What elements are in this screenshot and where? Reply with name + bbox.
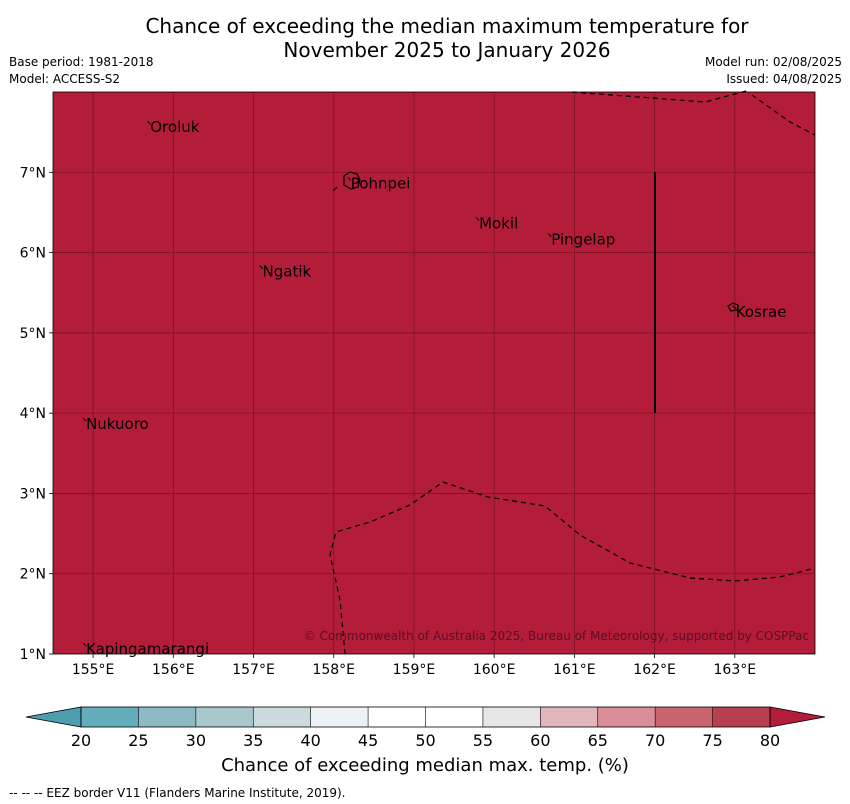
colorbar-segment (425, 707, 483, 727)
colorbar-segment (368, 707, 426, 727)
place-marker (732, 305, 737, 310)
graticule (53, 92, 815, 654)
meta-left: Base period: 1981-2018 Model: ACCESS-S2 (9, 54, 154, 88)
colorbar-segment (482, 707, 541, 727)
colorbar-tick-label: 50 (415, 731, 435, 750)
place-label-nukuoro: Nukuoro (86, 415, 149, 433)
latitude-ticks: 1°N 2°N 3°N 4°N 5°N 6°N 7°N (20, 165, 53, 663)
colorbar-tick-label: 35 (243, 731, 263, 750)
place-label-kosrae: Kosrae (736, 303, 787, 321)
colorbar-label: Chance of exceeding median max. temp. (%… (221, 755, 629, 776)
eez-border-northeast (751, 94, 816, 136)
colorbar-tick-label: 55 (473, 731, 493, 750)
colorbar-segment (597, 707, 656, 727)
pohnpei-outline (343, 171, 361, 190)
map-frame (52, 91, 816, 655)
lon-tick-label: 162°E (633, 662, 676, 678)
place-marker (547, 233, 552, 237)
issued-date: Issued: 04/08/2025 (726, 72, 842, 86)
colorbar-tick-label: 45 (358, 731, 378, 750)
place-marker (82, 642, 87, 647)
copyright-notice: © Commonwealth of Australia 2025, Bureau… (304, 629, 809, 643)
colorbar-segment (253, 707, 311, 727)
lat-tick-label: 1°N (20, 647, 46, 663)
lon-tick-label: 163°E (714, 662, 757, 678)
lat-tick-label: 6°N (20, 246, 46, 262)
place-marker (347, 176, 352, 181)
eez-border-north (571, 89, 751, 103)
lat-tick-label: 4°N (20, 406, 46, 422)
colorbar-segment (540, 707, 598, 727)
colorbar-segment (195, 707, 254, 727)
colorbar-tick-label: 65 (588, 731, 608, 750)
model-run: Model run: 02/08/2025 (704, 55, 842, 69)
lon-tick-label: 159°E (393, 662, 436, 678)
place-label-ngatik: Ngatik (263, 263, 312, 281)
colorbar-tick-label: 75 (702, 731, 722, 750)
colorbar-segment (138, 707, 196, 727)
probability-fill (53, 92, 815, 654)
title-line-2: November 2025 to January 2026 (283, 38, 611, 62)
lat-tick-label: 3°N (20, 486, 46, 502)
lon-tick-label: 157°E (232, 662, 275, 678)
lat-tick-label: 5°N (20, 326, 46, 342)
place-label-kapingamarangi: Kapingamarangi (86, 640, 209, 658)
lat-tick-label: 2°N (20, 567, 46, 583)
model-name: Model: ACCESS-S2 (9, 72, 121, 86)
colorbar: 20 25 30 35 40 45 50 55 60 65 70 75 80 (25, 706, 826, 750)
colorbar-tick-label: 30 (186, 731, 206, 750)
colorbar-tick-label: 20 (71, 731, 91, 750)
place-labels: Oroluk Pohnpei Mokil Pingelap Ngatik Kosrae Nu… (82, 118, 787, 658)
islands (332, 171, 739, 312)
place-marker (146, 120, 151, 125)
colorbar-segment (712, 707, 770, 727)
title-line-1: Chance of exceeding the median maximum t… (145, 14, 749, 38)
place-label-mokil: Mokil (479, 214, 518, 232)
eez-footnote: -- -- -- EEZ border V11 (Flanders Marine… (9, 786, 346, 800)
colorbar-tick-label: 60 (530, 731, 550, 750)
colorbar-tick-label: 40 (300, 731, 320, 750)
colorbar-segment (310, 707, 369, 727)
colorbar-under-extension (25, 706, 82, 728)
eez-borders (329, 89, 816, 655)
longitude-ticks: 155°E 156°E 157°E 158°E 159°E 160°E 161°E 162°E… (72, 654, 756, 678)
lat-tick-label: 7°N (20, 165, 46, 181)
base-period: Base period: 1981-2018 (9, 55, 154, 69)
lon-tick-label: 160°E (473, 662, 516, 678)
place-marker (259, 265, 263, 269)
eez-border-south (329, 481, 816, 655)
colorbar-tick-label: 80 (760, 731, 780, 750)
colorbar-tick-label: 70 (645, 731, 665, 750)
lon-tick-label: 156°E (152, 662, 195, 678)
colorbar-tick-label: 25 (128, 731, 148, 750)
map-title: Chance of exceeding the median maximum t… (0, 14, 850, 62)
place-label-oroluk: Oroluk (150, 118, 199, 136)
colorbar-over-extension (769, 706, 826, 728)
lon-tick-label: 158°E (312, 662, 355, 678)
lon-tick-label: 155°E (72, 662, 115, 678)
place-label-pohnpei: Pohnpei (351, 174, 411, 192)
kosrae-outline (727, 302, 739, 312)
place-marker (82, 417, 87, 422)
ant-atoll (332, 186, 338, 192)
colorbar-segment (81, 707, 139, 727)
lon-tick-label: 161°E (553, 662, 596, 678)
meta-right: Model run: 02/08/2025 Issued: 04/08/2025 (705, 54, 842, 88)
place-marker (475, 217, 480, 221)
colorbar-segment (655, 707, 713, 727)
place-label-pingelap: Pingelap (551, 231, 615, 249)
